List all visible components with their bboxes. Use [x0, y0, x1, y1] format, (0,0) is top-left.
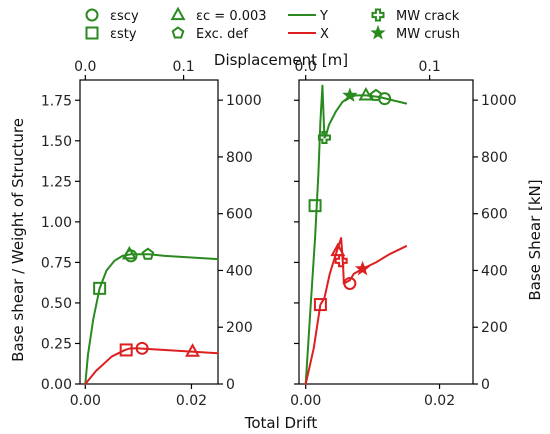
- legend-marker-square: [85, 26, 99, 40]
- right-tick-label: 0: [481, 377, 490, 393]
- axes-frame: [79, 79, 219, 385]
- y-tick-label: 0.50: [41, 296, 72, 312]
- series-line-X: [84, 347, 219, 385]
- legend-label: MW crack: [396, 9, 460, 24]
- y-tick-label: 1.50: [41, 134, 72, 150]
- marker-square-Y: [93, 281, 107, 295]
- x-tick-label: 0.02: [176, 393, 207, 409]
- marker-square-X: [313, 298, 327, 312]
- legend-label: Exc. def: [196, 27, 248, 42]
- y-tick-label: 0.25: [41, 336, 72, 352]
- y-tick-label: 1.75: [41, 93, 72, 109]
- panel-right: 0.00 0.02 0.0 0.1 0 200 400 600 800 1000: [290, 59, 517, 409]
- marker-triangle-Y: [358, 87, 374, 101]
- legend-label: εscy: [110, 9, 139, 24]
- top-tick-label: 0.1: [418, 59, 440, 75]
- right-tick-label: 400: [226, 263, 253, 279]
- marker-plus-X: [334, 254, 348, 268]
- marker-circle-Y: [378, 92, 392, 106]
- top-tick-label: 0.1: [172, 59, 194, 75]
- legend: εscy εc = 0.003 Y MW crack εsty Exc. def X MW c…: [85, 6, 460, 42]
- y-tick-label: 0.00: [41, 377, 72, 393]
- top-tick-label: 0.0: [74, 59, 96, 75]
- legend-marker-triangle: [170, 6, 186, 21]
- right-tick-label: 800: [226, 150, 253, 166]
- top-axis-label: Displacement [m]: [214, 51, 348, 69]
- right-tick-label: 1000: [226, 93, 262, 109]
- legend-label: Y: [319, 9, 328, 24]
- series-line-Y: [304, 84, 408, 385]
- marker-square-X: [119, 343, 133, 357]
- marker-circle-X: [343, 276, 357, 290]
- right-tick-label: 0: [226, 377, 235, 393]
- y-tick-label: 0.75: [41, 255, 72, 271]
- left-axis-label: Base shear / Weight of Structure: [9, 118, 27, 362]
- series-line-Y: [84, 253, 219, 385]
- marker-triangle-X: [330, 242, 346, 257]
- right-axis-label: Base Shear [kN]: [526, 179, 544, 300]
- top-tick-label: 0.0: [295, 59, 317, 75]
- y-tick-label: 1.25: [41, 174, 72, 190]
- marker-pentagon-Y: [141, 247, 155, 260]
- panel-left: 0.00 0.02 0.0 0.1 0.00 0.25 0.50 0.75 1.00 1.25 1.…: [41, 59, 262, 409]
- right-tick-label: 200: [226, 320, 253, 336]
- legend-label: X: [320, 27, 329, 42]
- marker-pentagon-Y: [369, 88, 383, 101]
- right-tick-label: 600: [226, 207, 253, 223]
- marker-circle-Y: [124, 249, 138, 263]
- legend-marker-star: [370, 24, 386, 40]
- legend-marker-plus: [371, 8, 385, 22]
- marker-triangle-X: [185, 343, 200, 357]
- right-tick-label: 1000: [481, 93, 517, 109]
- right-tick-label: 400: [481, 263, 508, 279]
- x-tick-label: 0.02: [424, 393, 455, 409]
- axes-frame: [298, 79, 474, 385]
- legend-marker-circle: [85, 8, 99, 22]
- marker-circle-X: [135, 341, 149, 355]
- legend-label: εsty: [110, 27, 137, 42]
- right-tick-label: 200: [481, 320, 508, 336]
- x-tick-label: 0.00: [70, 393, 101, 409]
- marker-star-X: [354, 260, 371, 276]
- marker-star-Y: [342, 87, 358, 102]
- legend-marker-pentagon: [171, 26, 185, 39]
- legend-label: MW crush: [396, 27, 460, 42]
- marker-plus-Y: [317, 131, 331, 145]
- legend-label: εc = 0.003: [196, 9, 267, 24]
- right-tick-label: 600: [481, 207, 508, 223]
- right-tick-label: 800: [481, 150, 508, 166]
- y-tick-label: 1.00: [41, 215, 72, 231]
- marker-square-Y: [308, 199, 322, 213]
- bottom-axis-label: Total Drift: [244, 414, 318, 432]
- x-tick-label: 0.00: [290, 393, 321, 409]
